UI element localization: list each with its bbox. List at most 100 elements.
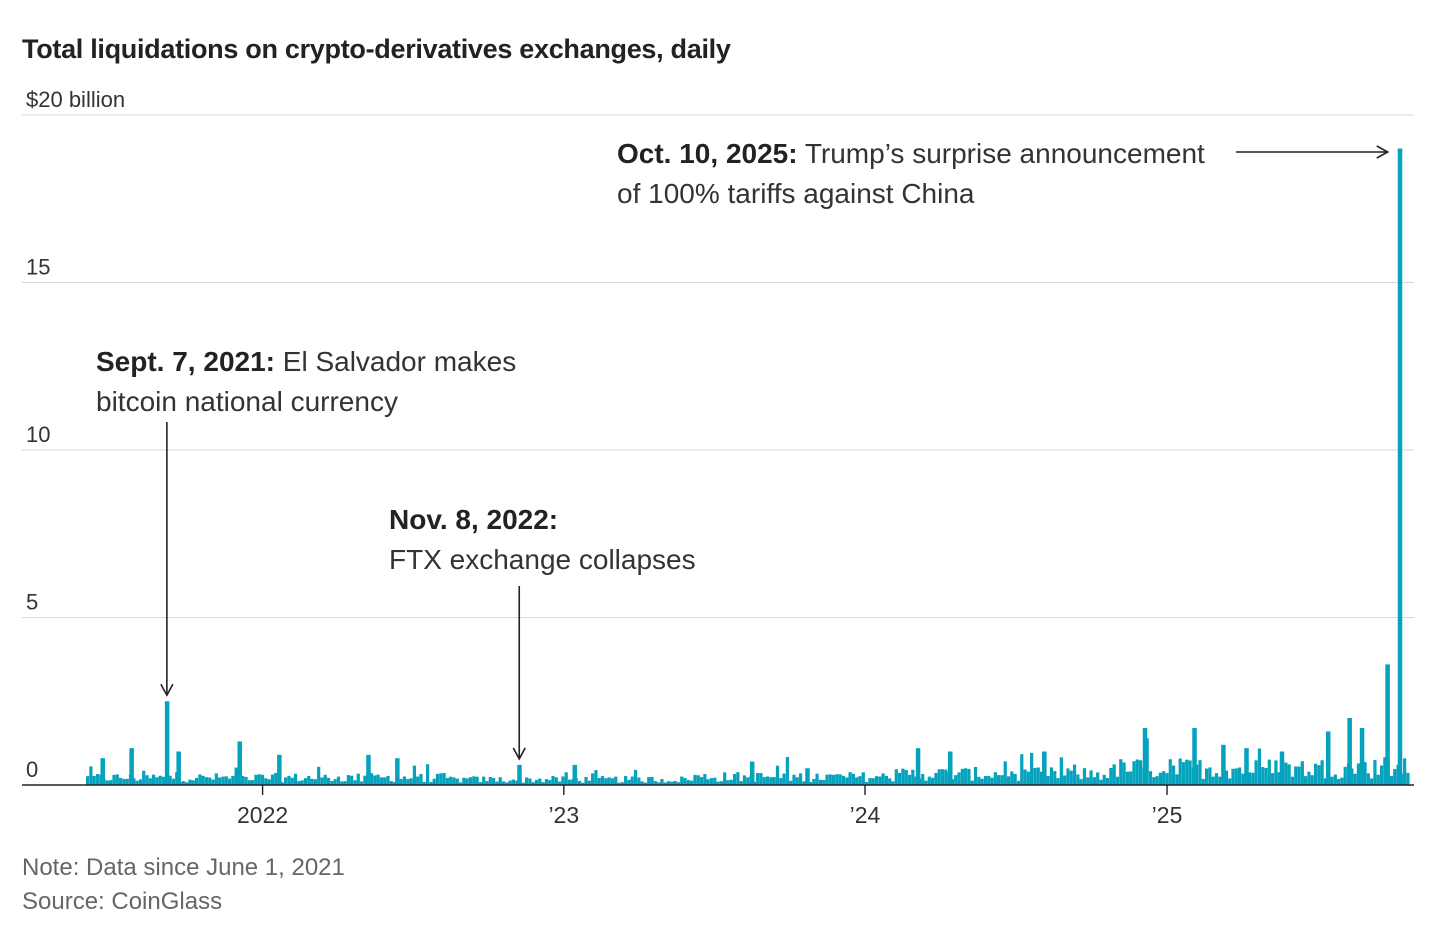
bar — [142, 770, 146, 785]
bar — [861, 772, 865, 785]
bar — [1076, 774, 1080, 785]
bar — [591, 773, 595, 785]
bar — [838, 774, 842, 785]
annotation-sept-2021-date: Sept. 7, 2021: — [96, 346, 275, 377]
bar — [723, 772, 727, 785]
bar — [1317, 765, 1321, 785]
bar — [257, 774, 261, 785]
bar — [792, 774, 796, 785]
bar — [492, 778, 496, 785]
bar — [323, 774, 327, 785]
bar — [346, 775, 350, 785]
bar — [541, 782, 545, 785]
chart-note: Note: Data since June 1, 2021 — [22, 854, 345, 881]
bar — [442, 773, 446, 785]
bar — [462, 777, 466, 785]
bar — [795, 777, 799, 785]
bar — [706, 779, 710, 785]
bar — [1069, 770, 1073, 785]
bar — [145, 775, 149, 785]
bar — [558, 781, 562, 785]
bar — [1006, 776, 1011, 785]
bar — [1092, 777, 1096, 785]
bar — [1274, 760, 1278, 785]
bar — [980, 778, 984, 785]
bar — [214, 773, 218, 785]
bar — [828, 774, 832, 785]
bar — [125, 778, 129, 785]
bar — [402, 776, 407, 785]
bar — [1185, 759, 1189, 785]
x-tick-label: ’23 — [548, 802, 579, 828]
bar — [1171, 765, 1176, 785]
bar — [1119, 759, 1123, 785]
bar — [637, 777, 641, 785]
bar — [544, 779, 549, 785]
bar — [350, 775, 354, 785]
bar — [931, 777, 935, 785]
bar — [983, 776, 988, 785]
bar — [548, 780, 552, 785]
bar — [584, 776, 588, 785]
bar — [987, 775, 991, 785]
bar — [944, 769, 948, 785]
bar — [1337, 778, 1341, 785]
bar — [478, 782, 483, 785]
bar — [898, 772, 902, 785]
bar — [389, 781, 393, 785]
x-tick-label: 2022 — [237, 802, 288, 828]
bar — [231, 775, 235, 785]
bar — [1099, 779, 1103, 785]
bar — [1366, 773, 1370, 785]
bar — [1023, 769, 1027, 785]
bar — [267, 779, 271, 785]
bar — [835, 774, 839, 785]
bar — [1231, 768, 1235, 785]
bar — [765, 776, 770, 785]
bar — [406, 779, 410, 785]
bar — [1049, 767, 1054, 785]
bar — [825, 774, 829, 785]
bar — [1406, 772, 1410, 785]
bar — [1020, 754, 1024, 785]
bar — [1323, 778, 1328, 785]
bar — [1138, 760, 1143, 785]
bar — [759, 773, 763, 785]
bar — [587, 780, 591, 785]
bar — [600, 776, 605, 785]
bar — [1403, 758, 1407, 785]
bar — [1105, 778, 1110, 785]
bar — [907, 774, 912, 785]
bar — [564, 772, 568, 785]
bar — [475, 776, 479, 785]
bar-highlight — [1359, 728, 1365, 785]
bar — [1224, 770, 1229, 785]
bar — [1132, 761, 1136, 785]
bar — [967, 768, 971, 785]
bar — [1211, 776, 1215, 785]
bar — [343, 781, 347, 785]
bar — [551, 776, 555, 785]
bar — [336, 776, 341, 785]
bar — [330, 781, 334, 785]
bar — [158, 775, 162, 785]
bar — [1056, 778, 1060, 785]
bar — [997, 775, 1001, 785]
bar — [224, 776, 228, 785]
bar — [1370, 778, 1374, 785]
bar — [785, 756, 789, 785]
bar — [419, 774, 423, 785]
bar — [218, 777, 222, 785]
bar — [1376, 774, 1380, 785]
bar — [1333, 774, 1337, 785]
bar — [597, 777, 601, 785]
bar — [528, 778, 532, 785]
bar — [247, 780, 251, 785]
bar — [234, 767, 238, 785]
bar — [89, 766, 93, 785]
bar — [680, 776, 684, 785]
bar — [303, 778, 308, 785]
bar — [1096, 772, 1100, 785]
bar — [1135, 759, 1139, 785]
bar — [653, 781, 657, 785]
